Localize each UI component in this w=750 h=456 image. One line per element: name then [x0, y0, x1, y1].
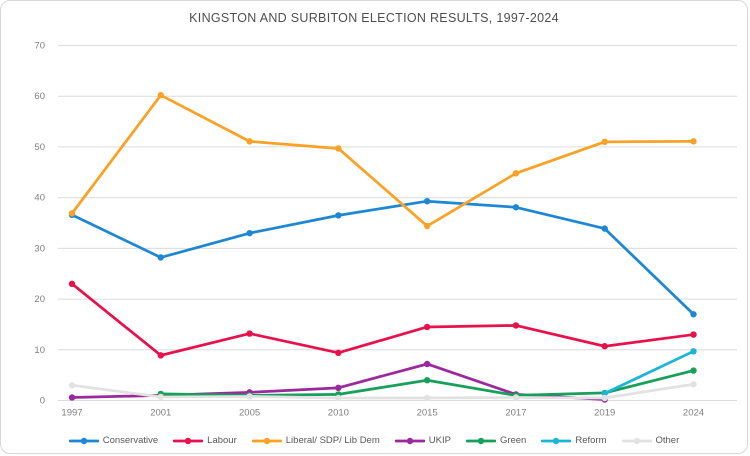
y-tick-label: 0	[40, 396, 45, 407]
data-point-other	[423, 394, 431, 402]
legend-label: Labour	[207, 435, 237, 446]
legend-label: Conservative	[102, 435, 159, 446]
data-point-other	[68, 382, 76, 389]
data-point-labour	[512, 322, 520, 329]
data-point-labour	[246, 330, 253, 337]
data-point-liberal-sdp-lib-dem	[512, 170, 520, 177]
x-tick-label: 2010	[328, 408, 349, 419]
data-point-conservative	[246, 229, 253, 237]
x-tick-label: 1997	[61, 408, 82, 419]
data-point-liberal-sdp-lib-dem	[68, 210, 76, 217]
legend-marker-icon	[251, 437, 282, 444]
legend-item-green: Green	[465, 435, 527, 446]
x-tick-label: 2019	[594, 408, 615, 419]
legend-marker-icon	[541, 437, 572, 444]
data-point-liberal-sdp-lib-dem	[601, 138, 608, 146]
series-line-reform	[603, 349, 695, 395]
data-point-other	[335, 394, 342, 402]
data-point-conservative	[601, 225, 608, 232]
legend-label: UKIP	[428, 435, 451, 446]
series-line-labour	[70, 282, 695, 357]
x-tick-label: 2001	[150, 408, 171, 419]
data-point-labour	[690, 331, 697, 338]
series-line-other	[70, 382, 695, 400]
data-point-liberal-sdp-lib-dem	[157, 92, 164, 99]
legend-marker-icon	[621, 437, 652, 444]
y-tick-label: 10	[34, 345, 45, 356]
data-point-green	[690, 367, 697, 374]
data-point-liberal-sdp-lib-dem	[690, 138, 697, 145]
legend-item-other: Other	[621, 435, 680, 446]
chart-title: KINGSTON AND SURBITON ELECTION RESULTS, …	[189, 11, 559, 25]
y-tick-label: 50	[34, 142, 45, 153]
data-point-labour	[335, 349, 342, 357]
data-point-other	[512, 394, 520, 401]
y-tick-label: 20	[34, 294, 45, 305]
y-tick-label: 30	[34, 243, 45, 254]
data-point-liberal-sdp-lib-dem	[246, 138, 253, 145]
legend-item-liberal-sdp-lib-dem: Liberal/ SDP/ Lib Dem	[251, 435, 380, 446]
data-point-liberal-sdp-lib-dem	[335, 145, 342, 152]
data-point-labour	[68, 280, 76, 288]
x-tick-label: 2015	[417, 408, 438, 419]
legend-item-reform: Reform	[541, 435, 607, 446]
series-line-conservative	[70, 199, 695, 316]
data-point-conservative	[157, 254, 164, 261]
legend-label: Other	[655, 435, 680, 446]
series-line-liberal-sdp-lib-dem	[70, 93, 695, 228]
legend-item-conservative: Conservative	[68, 435, 159, 446]
legend-label: Green	[499, 435, 527, 446]
data-point-other	[690, 381, 697, 388]
legend-marker-icon	[465, 437, 496, 444]
data-point-conservative	[690, 311, 697, 318]
data-point-green	[423, 377, 431, 384]
data-point-labour	[157, 352, 164, 359]
y-tick-label: 40	[34, 193, 45, 204]
data-point-conservative	[423, 197, 431, 205]
data-point-liberal-sdp-lib-dem	[423, 222, 431, 230]
legend-label: Reform	[575, 435, 607, 446]
x-tick-label: 2024	[683, 408, 704, 419]
legend-marker-icon	[394, 437, 425, 444]
data-point-labour	[601, 343, 608, 350]
legend-item-ukip: UKIP	[394, 435, 451, 446]
x-tick-label: 2017	[505, 408, 526, 419]
x-tick-label: 2005	[239, 408, 260, 419]
data-point-other	[601, 394, 608, 402]
data-point-reform	[690, 348, 697, 355]
chart-legend: Conservative Labour Liberal/ SDP/ Lib Dem U…	[1, 435, 747, 446]
data-point-other	[246, 393, 253, 400]
data-point-reform	[601, 390, 608, 397]
data-point-ukip	[335, 384, 342, 392]
data-point-conservative	[512, 204, 520, 211]
y-tick-label: 60	[34, 91, 45, 102]
legend-label: Liberal/ SDP/ Lib Dem	[285, 435, 380, 446]
legend-marker-icon	[68, 437, 99, 444]
data-point-ukip	[423, 360, 431, 368]
legend-marker-icon	[173, 437, 204, 444]
legend-item-labour: Labour	[173, 435, 237, 446]
y-tick-label: 70	[34, 41, 45, 52]
data-point-ukip	[68, 394, 76, 401]
data-point-labour	[423, 323, 431, 331]
data-point-other	[157, 393, 164, 401]
data-point-conservative	[335, 212, 342, 219]
